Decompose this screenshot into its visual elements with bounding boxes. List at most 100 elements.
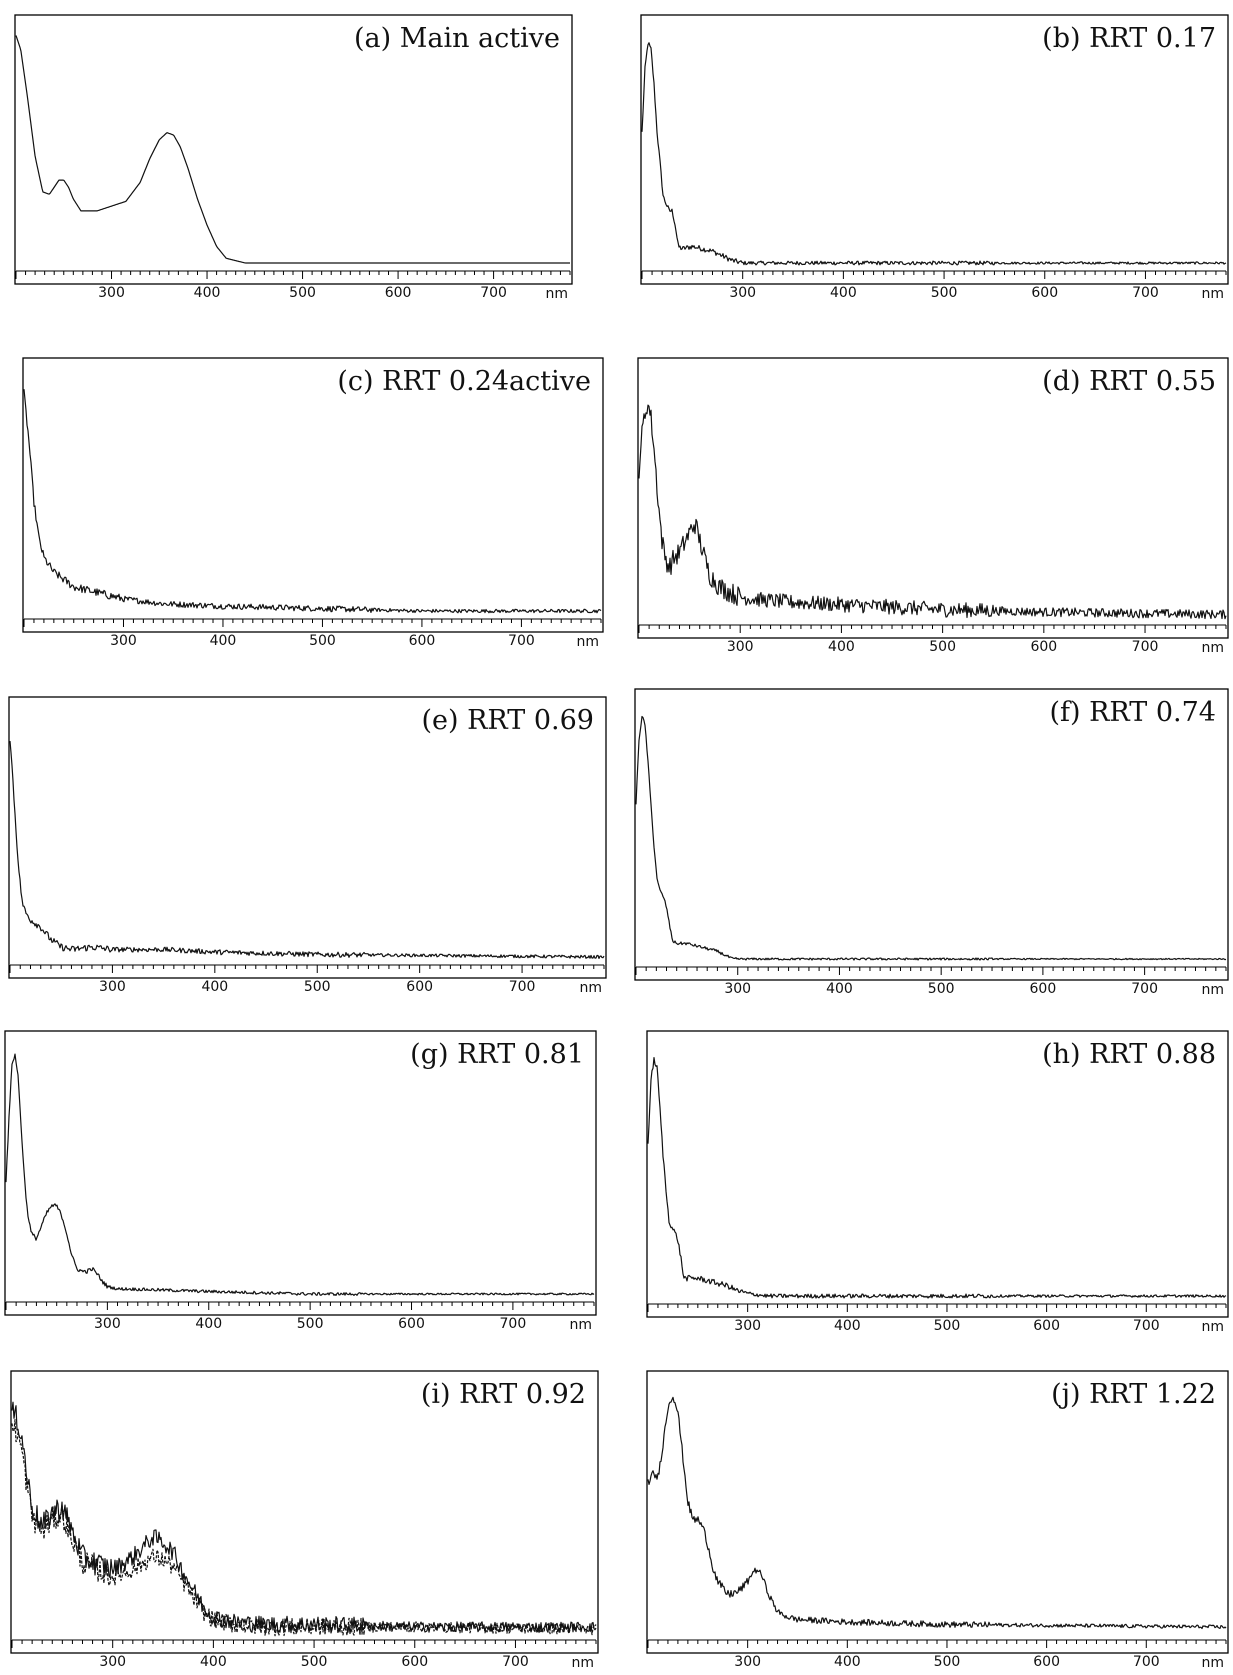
x-tick-label: 400 <box>200 1654 227 1668</box>
x-axis-unit-label: nm <box>1201 640 1224 653</box>
x-axis-unit-label: nm <box>1201 1319 1224 1332</box>
x-axis-unit-label: nm <box>571 1655 594 1668</box>
spectrum-trace <box>647 1057 1227 1299</box>
x-tick-label: 500 <box>928 981 955 995</box>
x-tick-label: 300 <box>729 285 756 299</box>
x-tick-label: 300 <box>734 1654 761 1668</box>
x-tick-label: 400 <box>195 1316 222 1330</box>
x-tick-label: 300 <box>724 981 751 995</box>
x-tick-label: 700 <box>1132 285 1159 299</box>
x-tick-label: 300 <box>94 1316 121 1330</box>
plot-frame <box>640 14 1229 285</box>
panel-b: 300 400 500 600 700 nm (b) RRT 0.17 <box>640 14 1230 299</box>
plot-frame <box>22 357 604 633</box>
x-tick-label: 500 <box>934 1654 961 1668</box>
x-tick-label: 300 <box>99 979 126 993</box>
spectrum-trace <box>635 715 1227 961</box>
x-tick-label: 600 <box>1033 1654 1060 1668</box>
x-tick-label: 300 <box>98 285 125 299</box>
panel-d: 300 400 500 600 700 nm (d) RRT 0.55 <box>637 357 1230 653</box>
x-tick-label: 400 <box>830 285 857 299</box>
plot-frame <box>634 688 1229 981</box>
panel-g: 300 400 500 600 700 nm (g) RRT 0.81 <box>4 1030 598 1330</box>
plot-frame <box>14 14 573 285</box>
x-tick-label: 500 <box>309 633 336 647</box>
x-axis-unit-label: nm <box>1201 982 1224 995</box>
spectrum-chart-h: 300 400 500 600 700 nm (h) RRT 0.88 <box>646 1030 1229 1332</box>
x-tick-label: 600 <box>1030 639 1057 653</box>
plot-frame <box>646 1370 1229 1654</box>
panel-title: (d) RRT 0.55 <box>1042 366 1216 397</box>
x-axis-unit-label: nm <box>1201 1655 1224 1668</box>
x-tick-label: 700 <box>1131 981 1158 995</box>
panel-title: (g) RRT 0.81 <box>410 1039 584 1070</box>
x-tick-label: 400 <box>194 285 221 299</box>
x-tick-label: 400 <box>201 979 228 993</box>
panel-title: (a) Main active <box>354 23 560 54</box>
x-tick-label: 400 <box>210 633 237 647</box>
x-tick-label: 500 <box>304 979 331 993</box>
x-tick-label: 600 <box>1030 981 1057 995</box>
spectrum-chart-d: 300 400 500 600 700 nm (d) RRT 0.55 <box>637 357 1229 653</box>
spectrum-trace <box>15 35 570 264</box>
x-axis-unit-label: nm <box>1201 286 1224 299</box>
panel-f: 300 400 500 600 700 nm (f) RRT 0.74 <box>634 688 1230 995</box>
x-tick-label: 400 <box>834 1318 861 1332</box>
x-axis-unit-label: nm <box>579 980 602 993</box>
panel-a: 300 400 500 600 700 nm (a) Main active <box>14 14 574 299</box>
spectrum-chart-c: 300 400 500 600 700 nm (c) RRT 0.24active <box>22 357 604 647</box>
x-tick-label: 500 <box>929 639 956 653</box>
panel-title: (h) RRT 0.88 <box>1042 1039 1216 1070</box>
spectrum-trace <box>9 741 605 959</box>
panel-h: 300 400 500 600 700 nm (h) RRT 0.88 <box>646 1030 1230 1332</box>
x-tick-label: 600 <box>406 979 433 993</box>
spectrum-trace <box>641 42 1227 266</box>
x-axis-unit-label: nm <box>569 1317 592 1330</box>
spectrum-trace <box>11 1401 597 1635</box>
x-tick-label: 300 <box>110 633 137 647</box>
x-tick-label: 700 <box>480 285 507 299</box>
panel-j: 300 400 500 600 700 nm (j) RRT 1.22 <box>646 1370 1230 1668</box>
spectrum-trace <box>647 1396 1227 1630</box>
x-tick-label: 400 <box>826 981 853 995</box>
spectrum-chart-f: 300 400 500 600 700 nm (f) RRT 0.74 <box>634 688 1229 995</box>
x-axis-unit-label: nm <box>545 286 568 299</box>
panel-title: (j) RRT 1.22 <box>1051 1379 1216 1410</box>
x-tick-label: 500 <box>934 1318 961 1332</box>
panel-e: 300 400 500 600 700 nm (e) RRT 0.69 <box>8 696 608 993</box>
x-tick-label: 400 <box>834 1654 861 1668</box>
x-tick-label: 600 <box>1031 285 1058 299</box>
spectrum-chart-g: 300 400 500 600 700 nm (g) RRT 0.81 <box>4 1030 597 1330</box>
plot-frame <box>8 696 607 979</box>
spectrum-chart-b: 300 400 500 600 700 nm (b) RRT 0.17 <box>640 14 1229 299</box>
plot-frame <box>637 357 1229 639</box>
x-tick-label: 300 <box>99 1654 126 1668</box>
x-tick-label: 300 <box>734 1318 761 1332</box>
x-tick-label: 700 <box>500 1316 527 1330</box>
x-tick-label: 700 <box>502 1654 529 1668</box>
x-tick-label: 700 <box>1133 1318 1160 1332</box>
panel-title: (b) RRT 0.17 <box>1042 23 1216 54</box>
x-tick-label: 700 <box>1132 639 1159 653</box>
x-tick-label: 500 <box>297 1316 324 1330</box>
plot-frame <box>646 1030 1229 1318</box>
x-tick-label: 600 <box>385 285 412 299</box>
x-tick-label: 500 <box>931 285 958 299</box>
x-tick-label: 500 <box>301 1654 328 1668</box>
x-tick-label: 700 <box>1133 1654 1160 1668</box>
spectrum-trace <box>5 1053 595 1296</box>
spectrum-trace <box>11 1419 597 1637</box>
spectrum-chart-i: 300 400 500 600 700 nm (i) RRT 0.92 <box>10 1370 599 1668</box>
panel-title: (c) RRT 0.24active <box>337 366 591 397</box>
panel-title: (f) RRT 0.74 <box>1049 697 1216 728</box>
x-tick-label: 600 <box>1033 1318 1060 1332</box>
plot-frame <box>10 1370 599 1654</box>
x-tick-label: 300 <box>727 639 754 653</box>
panel-title: (i) RRT 0.92 <box>421 1379 586 1410</box>
plot-frame <box>4 1030 597 1316</box>
panel-c: 300 400 500 600 700 nm (c) RRT 0.24active <box>22 357 605 647</box>
x-tick-label: 500 <box>289 285 316 299</box>
x-tick-label: 700 <box>508 633 535 647</box>
panel-title: (e) RRT 0.69 <box>421 705 594 736</box>
